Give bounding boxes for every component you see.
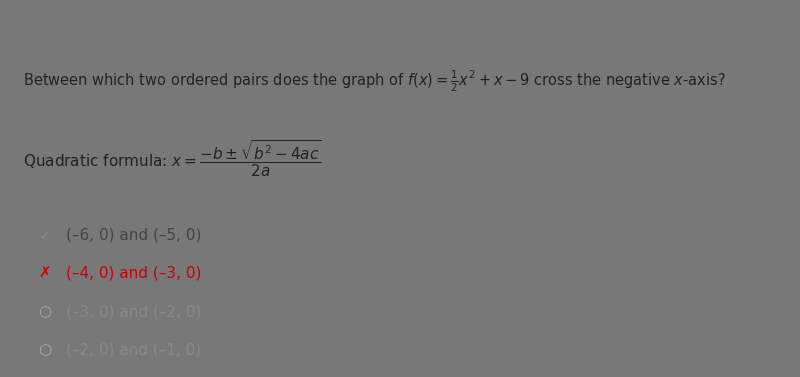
Text: Between which two ordered pairs does the graph of $f(x) = \frac{1}{2}x^2 + x - 9: Between which two ordered pairs does the…: [23, 69, 726, 94]
Text: ○: ○: [38, 304, 52, 319]
Text: (–4, 0) and (–3, 0): (–4, 0) and (–3, 0): [66, 266, 202, 281]
Text: ✓: ✓: [38, 228, 51, 243]
Text: ✗: ✗: [38, 266, 51, 281]
Text: (–3, 0) and (–2, 0): (–3, 0) and (–2, 0): [66, 304, 202, 319]
Text: Quadratic formula: $x = \dfrac{-b \pm \sqrt{b^2 - 4ac}}{2a}$: Quadratic formula: $x = \dfrac{-b \pm \s…: [23, 138, 322, 179]
Text: ○: ○: [38, 342, 52, 357]
Text: (–2, 0) and (–1, 0): (–2, 0) and (–1, 0): [66, 342, 202, 357]
Text: (–6, 0) and (–5, 0): (–6, 0) and (–5, 0): [66, 228, 202, 243]
